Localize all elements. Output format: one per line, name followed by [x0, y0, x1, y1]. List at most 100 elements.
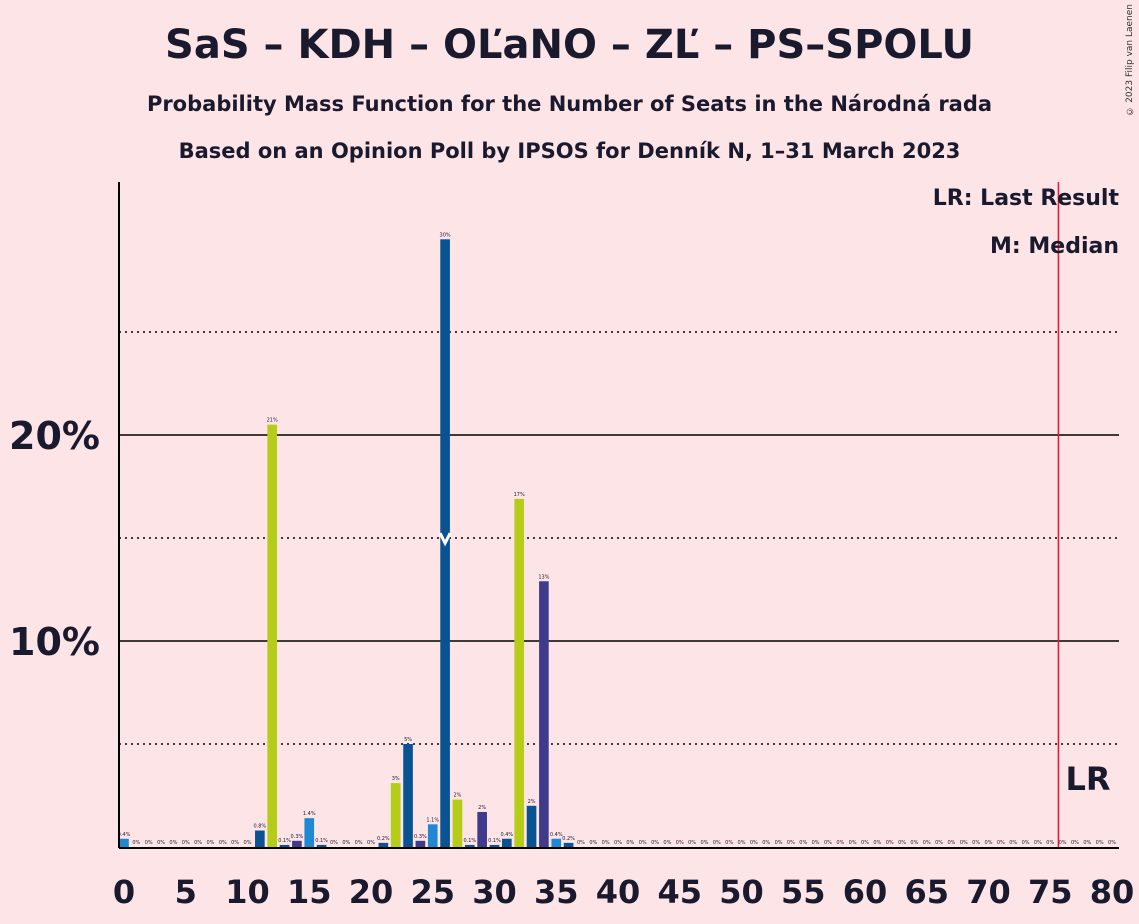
bar-seats-36	[563, 842, 574, 847]
x-tick-label: 55	[781, 873, 826, 911]
bar-seats-35	[551, 838, 562, 847]
bar-label: 0%	[886, 840, 894, 846]
bar-label: 0%	[589, 840, 597, 846]
bar-label: 30%	[440, 232, 451, 238]
bar-seats-23	[403, 744, 413, 847]
legend-last-result: LR: Last Result	[932, 186, 1119, 211]
chart-source: Based on an Opinion Poll by IPSOS for De…	[178, 139, 961, 163]
bar-label: 2%	[478, 805, 486, 811]
legend-median: M: Median	[990, 234, 1119, 259]
bar-seats-29	[477, 811, 487, 847]
bar-label: 0.2%	[562, 836, 575, 842]
bar-label: 0%	[194, 840, 202, 846]
bar-label: 5%	[404, 737, 412, 743]
bar-label: 0%	[330, 840, 338, 846]
bar-label: 0%	[775, 840, 783, 846]
bar-label: 0.1%	[278, 838, 291, 844]
bar-label: 0%	[639, 840, 647, 846]
bar-label: 3%	[392, 776, 400, 782]
bar-seats-28	[464, 844, 475, 847]
bar-label: 0%	[898, 840, 906, 846]
bar-seats-32	[514, 498, 525, 847]
bar-label: 0.8%	[253, 824, 266, 830]
bar-label: 0%	[688, 840, 696, 846]
bar-label: 0%	[651, 840, 659, 846]
bar-label: 0%	[861, 840, 869, 846]
x-tick-label: 0	[113, 873, 135, 911]
last-result-label: LR	[1065, 760, 1110, 798]
bar-label: 0.1%	[315, 838, 328, 844]
bar-label: 0%	[676, 840, 684, 846]
bar-seats-25	[427, 824, 438, 847]
bar-label: 0.2%	[377, 836, 390, 842]
x-tick-label: 20	[349, 873, 394, 911]
bar-seats-12	[267, 424, 278, 847]
bar-label: 0%	[157, 840, 165, 846]
bar-label: 0%	[367, 840, 375, 846]
bar-seats-16	[316, 844, 327, 847]
bar-label: 0%	[836, 840, 844, 846]
bar-label: 0%	[972, 840, 980, 846]
bar-label: 0%	[1009, 840, 1017, 846]
x-tick-label: 45	[657, 873, 702, 911]
bar-label: 0%	[1022, 840, 1030, 846]
bar-label: 13%	[538, 574, 549, 580]
bar-label: 0%	[182, 840, 190, 846]
x-tick-label: 50	[719, 873, 764, 911]
bar-label: 0%	[1059, 840, 1067, 846]
bar-label: 0%	[985, 840, 993, 846]
bar-label: 0%	[602, 840, 610, 846]
bar-seats-22	[390, 783, 401, 847]
x-tick-label: 15	[287, 873, 332, 911]
bar-seats-33	[526, 805, 537, 847]
bar-label: 0%	[812, 840, 820, 846]
x-tick-label: 25	[410, 873, 455, 911]
bar-seats-34	[539, 581, 549, 847]
x-tick-label: 30	[472, 873, 517, 911]
bar-label: 0%	[947, 840, 955, 846]
bar-label: 0%	[960, 840, 968, 846]
bar-label: 0%	[342, 840, 350, 846]
x-tick-label: 75	[1028, 873, 1073, 911]
bar-label: 17%	[514, 492, 525, 498]
bar-seats-30	[489, 844, 500, 847]
bar-label: 0%	[1071, 840, 1079, 846]
bar-label: 0%	[1046, 840, 1054, 846]
bar-seats-21	[378, 842, 389, 847]
bar-seats-13	[279, 844, 290, 847]
bar-label: 2%	[528, 799, 536, 805]
bar-label: 0%	[219, 840, 227, 846]
bar-label: 0%	[1096, 840, 1104, 846]
bar-label: 0%	[824, 840, 832, 846]
y-tick-label: 20%	[9, 414, 100, 458]
x-tick-label: 5	[175, 873, 197, 911]
bar-label: 0.1%	[463, 838, 476, 844]
bar-label: 0%	[614, 840, 622, 846]
x-tick-label: 60	[843, 873, 888, 911]
bar-label: 2%	[453, 793, 461, 799]
bar-label: 0%	[799, 840, 807, 846]
bar-label: 0%	[997, 840, 1005, 846]
bar-label: 0%	[787, 840, 795, 846]
bar-label: 0%	[923, 840, 931, 846]
bar-label: 0%	[132, 840, 140, 846]
bar-label: 0%	[935, 840, 943, 846]
bar-label: 0%	[169, 840, 177, 846]
bar-label: 0%	[577, 840, 585, 846]
bar-seats-15	[304, 818, 315, 847]
median-marker	[438, 532, 452, 547]
x-tick-label: 70	[966, 873, 1011, 911]
bar-label: 0%	[1083, 840, 1091, 846]
bar-label: 0%	[700, 840, 708, 846]
bar-seats-27	[452, 799, 463, 847]
bar-label: 0%	[762, 840, 770, 846]
x-tick-label: 65	[904, 873, 949, 911]
x-tick-label: 80	[1090, 873, 1135, 911]
bar-label: 1.4%	[303, 811, 316, 817]
bar-seats-11	[255, 830, 265, 847]
bar-label: 0%	[1108, 840, 1116, 846]
bar-seats-24	[415, 840, 426, 847]
x-tick-label: 35	[534, 873, 579, 911]
y-tick-label: 10%	[9, 620, 100, 664]
